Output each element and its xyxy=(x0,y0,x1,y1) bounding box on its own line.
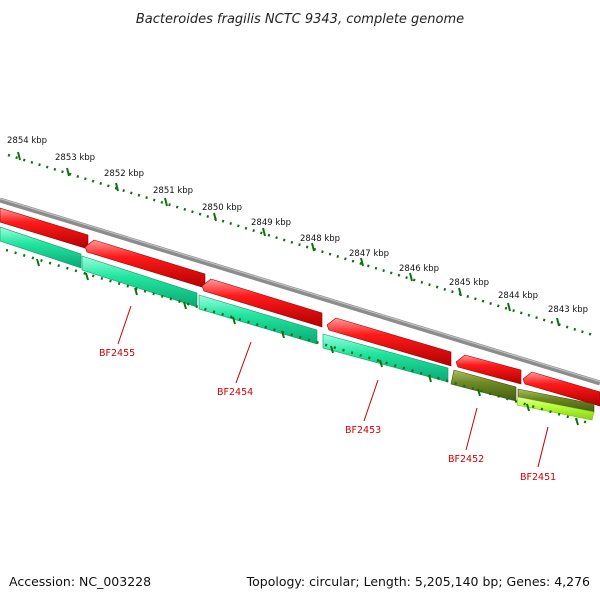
leader-line xyxy=(117,305,132,345)
major-tick xyxy=(134,287,138,296)
major-tick xyxy=(85,272,89,281)
tick-label: 2852 kbp xyxy=(104,169,144,179)
major-tick xyxy=(164,197,168,207)
gene-label-bf2452[interactable]: BF2452 xyxy=(448,454,484,465)
gene-labels: BF2455 BF2454 BF2453 BF2452 BF2451 xyxy=(99,348,556,483)
scale-tick-labels: 2854 kbp 2853 kbp 2852 kbp 2851 kbp 2850… xyxy=(7,136,588,315)
accession-text: Accession: NC_003228 xyxy=(9,574,151,589)
tick-label: 2846 kbp xyxy=(399,264,439,274)
gene-feature-bf2454[interactable] xyxy=(198,294,318,345)
gene-feature-bf2451-lime[interactable] xyxy=(516,396,595,421)
leader-line xyxy=(363,379,379,422)
forward-feature-arrow[interactable] xyxy=(84,239,206,289)
leader-line xyxy=(465,407,478,451)
gene-label-bf2454[interactable]: BF2454 xyxy=(217,387,253,398)
major-tick xyxy=(330,345,334,354)
tick-label: 2847 kbp xyxy=(349,249,389,259)
forward-feature-arrow[interactable] xyxy=(326,317,452,367)
map-title: Bacteroides fragilis NCTC 9343, complete… xyxy=(136,12,464,27)
forward-feature-arrow[interactable] xyxy=(455,354,522,385)
forward-feature-arrow[interactable] xyxy=(522,371,600,407)
tick-label: 2854 kbp xyxy=(7,136,47,146)
major-tick xyxy=(575,417,579,426)
major-tick xyxy=(556,317,560,327)
major-tick xyxy=(281,330,285,339)
gene-feature-bf2453[interactable] xyxy=(322,333,449,383)
genome-backbone xyxy=(0,197,600,386)
gene-label-bf2455[interactable]: BF2455 xyxy=(99,348,135,359)
major-tick xyxy=(183,301,187,310)
tick-label: 2843 kbp xyxy=(548,305,588,315)
major-tick xyxy=(360,257,364,267)
gene-label-leaders xyxy=(117,305,549,468)
tick-label: 2848 kbp xyxy=(300,234,340,244)
major-tick xyxy=(17,151,21,161)
inner-major-ticks xyxy=(36,258,579,426)
tick-label: 2845 kbp xyxy=(449,278,489,288)
tick-label: 2849 kbp xyxy=(251,218,291,228)
genome-backbone-highlight xyxy=(0,198,600,383)
major-tick xyxy=(66,167,70,177)
major-tick xyxy=(507,302,511,312)
major-tick xyxy=(379,359,383,368)
major-tick xyxy=(526,403,530,412)
gene-label-bf2451[interactable]: BF2451 xyxy=(520,472,556,483)
tick-label: 2851 kbp xyxy=(153,186,193,196)
leader-line xyxy=(235,341,252,384)
forward-strand-track xyxy=(0,207,600,407)
tick-label: 2844 kbp xyxy=(498,291,538,301)
gene-feature-bf2455[interactable] xyxy=(0,226,82,269)
tick-label: 2850 kbp xyxy=(202,203,242,213)
major-tick xyxy=(477,388,481,397)
major-tick xyxy=(311,242,315,252)
outer-major-ticks xyxy=(17,151,560,327)
major-tick xyxy=(232,316,236,325)
tick-label: 2853 kbp xyxy=(55,153,95,163)
major-tick xyxy=(213,212,217,222)
major-tick xyxy=(115,182,119,192)
reverse-strand-track xyxy=(0,226,595,421)
major-tick xyxy=(262,227,266,237)
forward-feature-arrow[interactable] xyxy=(201,278,323,328)
major-tick xyxy=(428,374,432,383)
major-tick xyxy=(409,272,413,282)
gene-label-bf2453[interactable]: BF2453 xyxy=(345,425,381,436)
genome-summary-text: Topology: circular; Length: 5,205,140 bp… xyxy=(246,574,590,589)
leader-line xyxy=(537,426,549,468)
major-tick xyxy=(458,287,462,297)
major-tick xyxy=(36,258,40,267)
